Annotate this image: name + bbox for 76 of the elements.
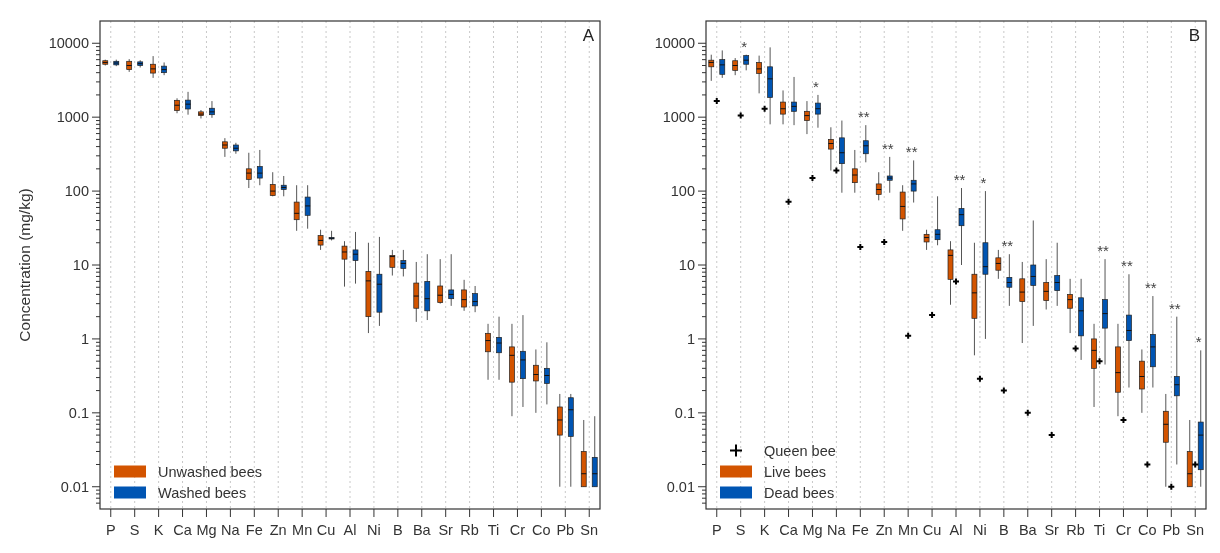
legend-label: Unwashed bees bbox=[158, 463, 262, 480]
x-tick-label: Rb bbox=[1066, 522, 1085, 538]
x-tick-label: Na bbox=[827, 522, 847, 538]
chart-title: B bbox=[1188, 26, 1200, 45]
y-tick-label: 1 bbox=[80, 330, 89, 347]
x-tick-label: Al bbox=[343, 522, 357, 538]
text: ** bbox=[857, 108, 870, 126]
y-axis-title: Concentration (mg/kg) bbox=[16, 188, 33, 342]
x-tick-label: Cr bbox=[509, 522, 526, 538]
x-tick-label: Cr bbox=[1115, 522, 1132, 538]
x-tick-label: Fe bbox=[245, 522, 263, 538]
x-tick-label: Co bbox=[1138, 522, 1157, 538]
x-tick-label: Mn bbox=[898, 522, 919, 538]
x-tick-label: Sr bbox=[438, 522, 454, 538]
x-tick-label: Sr bbox=[1044, 522, 1060, 538]
text: * bbox=[980, 174, 987, 192]
x-tick-label: Ti bbox=[487, 522, 500, 538]
x-tick-label: Ba bbox=[412, 522, 432, 538]
text: ** bbox=[1001, 237, 1014, 255]
x-tick-label: K bbox=[759, 522, 770, 538]
x-tick-label: Cu bbox=[922, 522, 942, 538]
x-tick-label: S bbox=[735, 522, 746, 538]
text: ** bbox=[1168, 299, 1181, 317]
x-tick-label: Zn bbox=[875, 522, 893, 538]
x-tick-label: Ba bbox=[1018, 522, 1038, 538]
legend-label: Dead bees bbox=[764, 484, 835, 501]
text: ** bbox=[1121, 257, 1133, 275]
x-tick-label: Ni bbox=[367, 522, 381, 538]
y-tick-label: 10 bbox=[678, 257, 695, 273]
y-tick-label: 1000 bbox=[56, 109, 89, 126]
x-tick-label: Ni bbox=[973, 522, 987, 538]
y-tick-label: 10000 bbox=[654, 35, 695, 52]
y-tick-label: 1000 bbox=[662, 109, 695, 126]
text: ** bbox=[881, 139, 894, 157]
x-tick-label: Pb bbox=[1162, 522, 1181, 538]
legend-label: Washed bees bbox=[158, 484, 247, 501]
x-tick-label: P bbox=[105, 522, 116, 538]
x-tick-label: Co bbox=[532, 522, 551, 538]
text: ** bbox=[1097, 242, 1109, 260]
y-tick-label: 0.1 bbox=[674, 404, 695, 421]
y-tick-label: 1 bbox=[686, 330, 695, 347]
x-tick-label: S bbox=[129, 522, 140, 538]
y-tick-label: 0.01 bbox=[666, 478, 695, 495]
y-tick-label: 100 bbox=[64, 183, 89, 200]
x-tick-label: Zn bbox=[269, 522, 287, 538]
x-tick-label: Ti bbox=[1093, 522, 1106, 538]
y-tick-label: 100 bbox=[670, 183, 695, 200]
text: * bbox=[1195, 333, 1202, 351]
y-tick-label: 10000 bbox=[48, 35, 89, 52]
x-tick-label: Ca bbox=[779, 522, 799, 538]
text: ** bbox=[741, 37, 819, 95]
y-tick-label: 10 bbox=[72, 257, 89, 273]
x-tick-label: Fe bbox=[851, 522, 869, 538]
x-tick-label: Sn bbox=[580, 522, 599, 538]
x-tick-label: B bbox=[393, 522, 403, 538]
x-tick-label: K bbox=[153, 522, 164, 538]
x-tick-label: Na bbox=[221, 522, 241, 538]
x-tick-label: Ca bbox=[173, 522, 193, 538]
x-tick-label: Rb bbox=[460, 522, 479, 538]
text: ** bbox=[905, 143, 918, 161]
x-tick-label: Cu bbox=[316, 522, 336, 538]
x-tick-label: Sn bbox=[1186, 522, 1205, 538]
x-tick-label: B bbox=[999, 522, 1009, 538]
x-tick-label: Pb bbox=[556, 522, 575, 538]
x-tick-label: P bbox=[711, 522, 722, 538]
text: ** bbox=[953, 171, 966, 189]
text: ** bbox=[1145, 279, 1157, 297]
x-tick-label: Mn bbox=[292, 522, 313, 538]
x-tick-label: Al bbox=[949, 522, 963, 538]
chart-title: A bbox=[582, 26, 595, 45]
legend-label: Live bees bbox=[764, 463, 827, 480]
x-tick-label: Mg bbox=[802, 522, 823, 538]
y-tick-label: 0.01 bbox=[60, 478, 89, 495]
x-tick-label: Mg bbox=[196, 522, 217, 538]
legend-label: Queen bee bbox=[764, 442, 836, 459]
y-tick-label: 0.1 bbox=[68, 404, 89, 421]
